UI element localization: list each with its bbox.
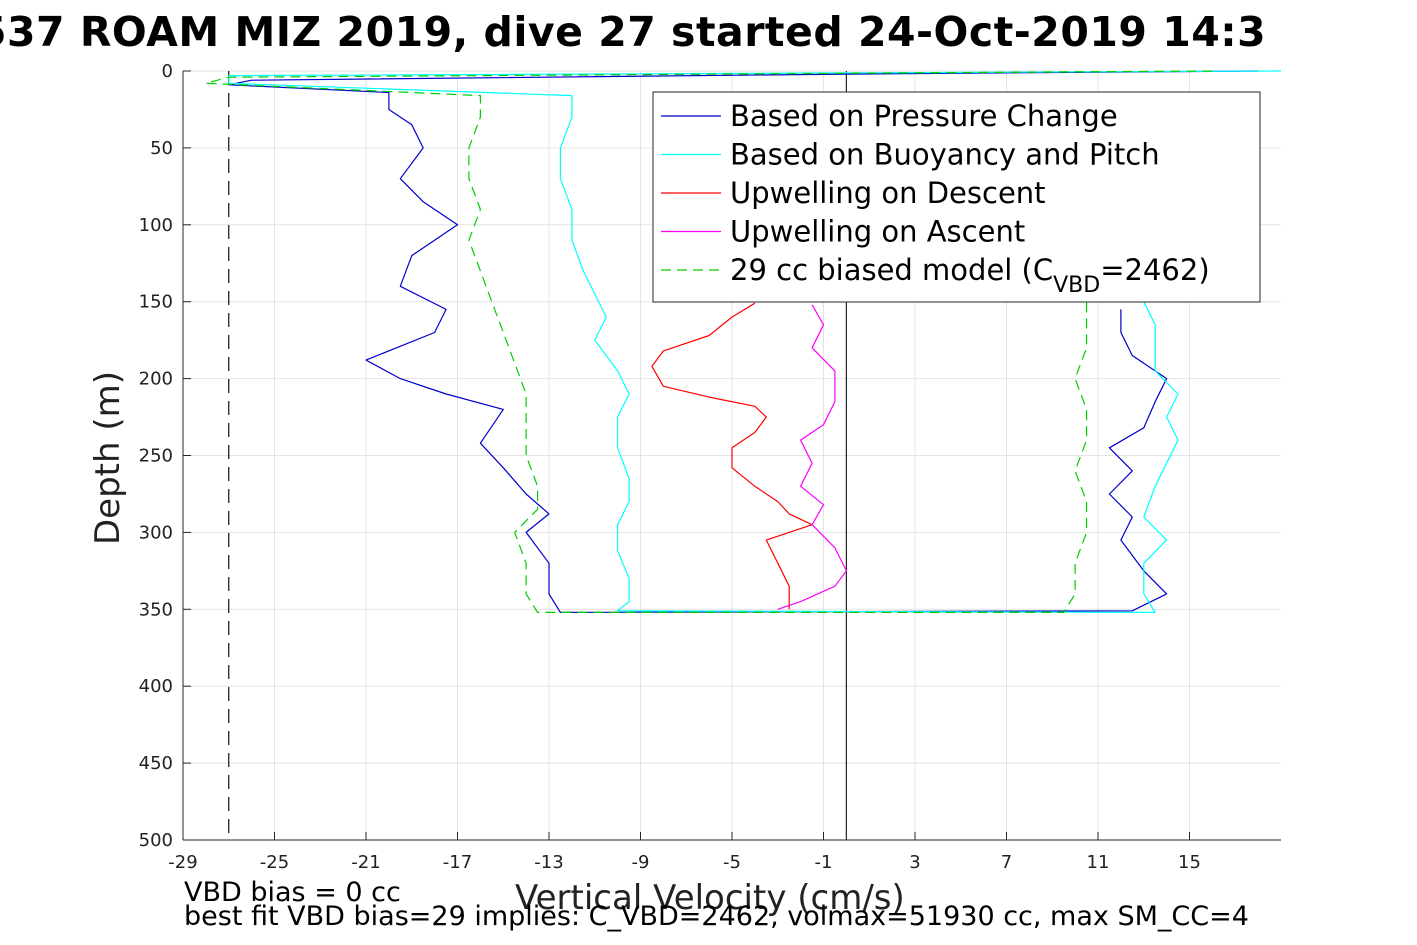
- x-tick-label: -21: [351, 852, 380, 873]
- legend-entry-label: Based on Pressure Change: [730, 99, 1118, 133]
- y-tick-label: 250: [139, 446, 173, 467]
- series-group: [205, 70, 1282, 614]
- legend-entry-label: Based on Buoyancy and Pitch: [730, 138, 1160, 172]
- y-tick-label: 150: [139, 292, 173, 313]
- x-tick-label: -1: [815, 852, 833, 873]
- y-tick-label: 0: [162, 61, 173, 82]
- x-tick-label: -29: [168, 852, 197, 873]
- x-tick-label: -13: [534, 852, 563, 873]
- series-line: [228, 70, 1282, 614]
- y-tick-label: 50: [150, 138, 173, 159]
- x-tick-label: 3: [909, 852, 920, 873]
- vbd-bias-note: VBD bias = 0 cc: [184, 877, 401, 908]
- y-tick-label: 300: [139, 522, 173, 543]
- legend-box: [652, 91, 1261, 303]
- x-tick-label: 11: [1087, 852, 1110, 873]
- axes: -29 -25 -21 -17 -13 -9 -5 -1 3 7 11 150501001502002…: [139, 61, 1281, 873]
- y-tick-label: 400: [139, 676, 173, 697]
- legend-entry-label: Upwelling on Descent: [730, 176, 1046, 210]
- y-tick-label: 200: [139, 369, 173, 390]
- series-line: [228, 70, 1259, 614]
- legend-entry-label: Upwelling on Ascent: [730, 215, 1025, 249]
- legend: Based on Pressure Change Based on Buoyanc…: [652, 91, 1261, 303]
- y-tick-label: 500: [139, 830, 173, 851]
- x-tick-label: 15: [1178, 852, 1201, 873]
- x-tick-label: -17: [443, 852, 472, 873]
- y-tick-label: 450: [139, 753, 173, 774]
- x-tick-label: -5: [723, 852, 741, 873]
- x-tick-label: -9: [632, 852, 650, 873]
- y-axis-label: Depth (m): [88, 370, 128, 546]
- y-tick-label: 350: [139, 599, 173, 620]
- chart-title: 537 ROAM MIZ 2019, dive 27 started 24-Oc…: [0, 8, 1267, 56]
- series-line: [777, 304, 848, 610]
- x-axis-label: Vertical Velocity (cm/s): [515, 878, 905, 918]
- y-tick-label: 100: [139, 215, 173, 236]
- best-fit-note: best fit VBD bias=29 implies: C_VBD=2462…: [184, 901, 1249, 932]
- x-tick-label: -25: [260, 852, 289, 873]
- legend-entry-label: 29 cc biased model (CVBD=2462): [730, 253, 1210, 298]
- series-line: [651, 302, 813, 610]
- series-line: [205, 70, 1213, 614]
- x-tick-label: 7: [1001, 852, 1012, 873]
